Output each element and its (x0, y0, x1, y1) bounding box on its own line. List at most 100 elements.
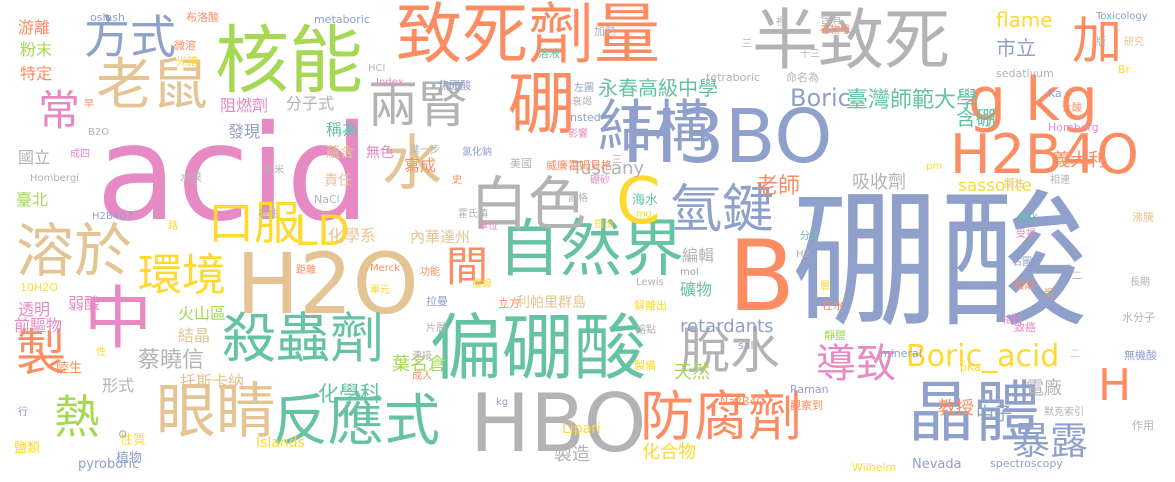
cloud-word: 眼睛 (156, 377, 276, 447)
cloud-word: 結構 (598, 95, 710, 160)
cloud-word: 衰竭 (572, 97, 592, 108)
cloud-word: 結晶 (178, 326, 211, 345)
cloud-word: 永春高級中學 (598, 76, 718, 100)
cloud-word: 市立 (996, 36, 1036, 60)
cloud-word: sassolite (958, 176, 1032, 196)
cloud-word: 形式 (102, 376, 135, 395)
cloud-word: Boric_acid (906, 339, 1060, 374)
cloud-word: H2O (236, 235, 419, 333)
cloud-word: 沸騰 (1132, 211, 1154, 224)
cloud-word: 致癌 (1014, 321, 1036, 334)
cloud-word: Hombergi (30, 173, 79, 184)
cloud-word: 長期 (1130, 277, 1150, 288)
cloud-word: 無機酸 (1124, 349, 1157, 362)
cloud-word: 進一步 (410, 145, 440, 156)
cloud-word: 口服 (208, 196, 300, 250)
cloud-word: 透明 (18, 300, 51, 319)
cloud-word: H2B4O7 (92, 211, 134, 222)
cloud-word: 受 (1044, 289, 1054, 300)
cloud-word: 左圖 (574, 83, 594, 94)
cloud-word: g kg (968, 65, 1098, 135)
cloud-word: 自然界 (498, 212, 685, 285)
cloud-word: 弱酸 (68, 294, 101, 313)
cloud-word: 片層 (426, 323, 446, 334)
cloud-word: 行 (18, 407, 28, 418)
cloud-word: 導致 (816, 341, 896, 387)
cloud-word: 相鄰 (1014, 281, 1034, 292)
cloud-word: 礦物 (680, 280, 713, 299)
cloud-word: 無色 (366, 145, 394, 161)
cloud-word: 托斯卡納 (180, 372, 245, 391)
cloud-word: retardants (680, 316, 774, 337)
cloud-word: Merck (370, 263, 400, 274)
cloud-word: 研究 (1124, 37, 1144, 48)
cloud-word: 硼酸 (792, 176, 1088, 348)
cloud-word: 臺北 (16, 190, 49, 209)
cloud-word: 距離 (296, 265, 316, 276)
cloud-word: 特定 (20, 64, 53, 83)
cloud-word: 教授 (938, 398, 974, 419)
cloud-word: 命名為 (786, 71, 819, 84)
cloud-word: 默克索引 (1044, 407, 1084, 418)
cloud-word: 製備 (634, 359, 656, 372)
cloud-word: sal (738, 339, 754, 352)
cloud-word: H2B4O (950, 123, 1139, 186)
cloud-word: 粉末 (20, 40, 53, 59)
cloud-word: 脫水 (680, 322, 780, 380)
cloud-word: 鹽類 (14, 441, 41, 456)
cloud-word: HCl (368, 63, 386, 74)
cloud-word: 製 (16, 324, 66, 382)
cloud-word: 天然 (674, 362, 710, 383)
cloud-word: 晶格 (568, 193, 588, 204)
cloud-word: Br (1118, 63, 1131, 76)
cloud-word: 單位 (478, 221, 498, 232)
cloud-word: 化學系 (328, 226, 377, 245)
cloud-word: Index (376, 77, 404, 88)
cloud-word: Islands (256, 435, 305, 451)
cloud-word: 硼砂 (590, 175, 610, 186)
cloud-word: 發現 (228, 122, 261, 141)
cloud-word: 虛線 (472, 279, 492, 290)
cloud-word: 硼 (508, 66, 577, 145)
cloud-word: 化合物 (642, 442, 696, 463)
cloud-word: 威廉霍姆貝格 (546, 159, 612, 172)
cloud-word: H2 (796, 249, 810, 260)
cloud-word: 老鼠 (96, 53, 208, 118)
cloud-word: Homberg (1048, 121, 1099, 134)
cloud-word: 成四 (70, 149, 90, 160)
cloud-word: metaboric (314, 13, 370, 26)
cloud-word: Raman (790, 383, 829, 396)
cloud-word: 植物 (116, 451, 143, 466)
cloud-word: 分子 (800, 231, 820, 242)
cloud-word: 右圖 (1012, 257, 1032, 268)
cloud-word: Tuscany (572, 158, 645, 179)
cloud-word: 溶於 (16, 217, 133, 285)
cloud-word: pyroboric (78, 457, 140, 472)
cloud-word: 葉名倉 (392, 354, 446, 375)
cloud-word: 連接 (412, 351, 432, 362)
cloud-word: 蘊含 (326, 145, 354, 161)
cloud-word: Ka (1048, 87, 1062, 100)
cloud-word: 光譜 (176, 55, 198, 68)
cloud-word: 受損 (1016, 229, 1036, 240)
cloud-word: B (728, 220, 796, 334)
cloud-word: 加熱 (594, 25, 616, 38)
cloud-word: 毒性 (258, 209, 278, 220)
cloud-word: 路 (168, 221, 178, 232)
cloud-word: 前驅物 (14, 316, 63, 335)
cloud-word: Wilhelm (852, 461, 897, 474)
cloud-word: 在水 (822, 299, 844, 312)
cloud-word: nsted (570, 111, 601, 124)
cloud-word: 皮米 (264, 165, 284, 176)
cloud-word: 寫成 (404, 156, 437, 175)
cloud-word: acid (96, 97, 370, 251)
cloud-word: 美國 (510, 157, 532, 170)
cloud-word: 陸生 (56, 361, 83, 376)
cloud-word: 裡 (776, 17, 786, 28)
cloud-word: 作用 (1132, 419, 1154, 432)
cloud-word: 加 (1072, 12, 1122, 70)
cloud-word: 蔡曉信 (138, 348, 205, 373)
cloud-word: 指出 (594, 219, 614, 230)
cloud-word: 水分子 (1122, 311, 1155, 324)
cloud-word: 責任 (324, 173, 352, 189)
